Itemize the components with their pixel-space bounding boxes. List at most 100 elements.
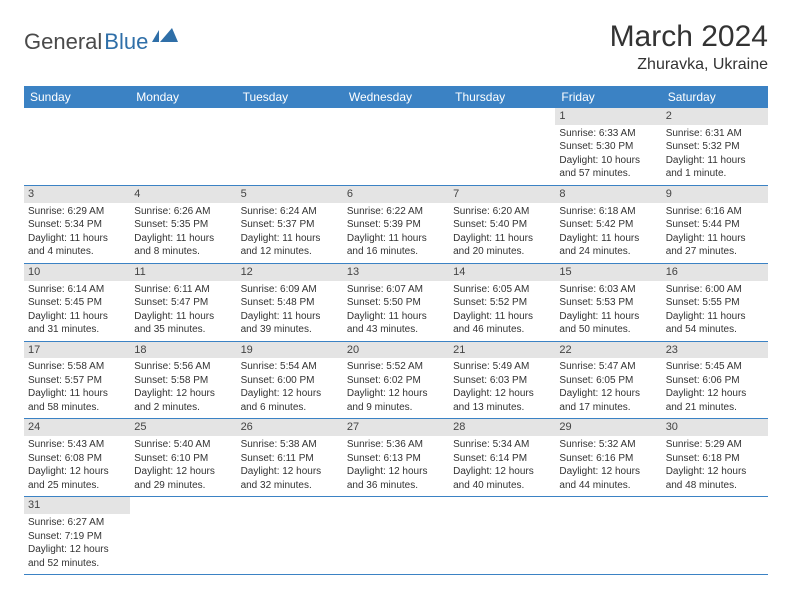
sunrise-line: Sunrise: 5:45 AM	[666, 360, 764, 374]
day-number: 24	[28, 421, 40, 433]
day-number: 12	[241, 266, 253, 278]
daylight-line-2: and 58 minutes.	[28, 401, 126, 415]
daylight-line-2: and 39 minutes.	[241, 323, 339, 337]
daylight-line-1: Daylight: 11 hours	[134, 310, 232, 324]
day-number: 28	[453, 421, 465, 433]
daylight-line-2: and 32 minutes.	[241, 479, 339, 493]
daylight-line-2: and 43 minutes.	[347, 323, 445, 337]
sunrise-line: Sunrise: 6:20 AM	[453, 205, 551, 219]
sunset-line: Sunset: 5:44 PM	[666, 218, 764, 232]
day-number: 25	[134, 421, 146, 433]
sunrise-line: Sunrise: 5:40 AM	[134, 438, 232, 452]
calendar-day-cell: 9Sunrise: 6:16 AMSunset: 5:44 PMDaylight…	[662, 185, 768, 263]
day-number-row: 20	[343, 342, 449, 359]
sunrise-line: Sunrise: 5:34 AM	[453, 438, 551, 452]
daylight-line-1: Daylight: 11 hours	[453, 232, 551, 246]
daylight-line-1: Daylight: 11 hours	[28, 310, 126, 324]
daylight-line-1: Daylight: 11 hours	[559, 232, 657, 246]
day-number: 30	[666, 421, 678, 433]
weekday-header: Tuesday	[237, 86, 343, 108]
day-number-row: 19	[237, 342, 343, 359]
sunrise-line: Sunrise: 6:33 AM	[559, 127, 657, 141]
daylight-line-2: and 12 minutes.	[241, 245, 339, 259]
day-number: 4	[134, 188, 140, 200]
sunset-line: Sunset: 6:10 PM	[134, 452, 232, 466]
day-number: 29	[559, 421, 571, 433]
daylight-line-2: and 57 minutes.	[559, 167, 657, 181]
day-number-row: 15	[555, 264, 661, 281]
sunrise-line: Sunrise: 5:38 AM	[241, 438, 339, 452]
day-number-row: 2	[662, 108, 768, 125]
sunrise-line: Sunrise: 5:58 AM	[28, 360, 126, 374]
daylight-line-2: and 44 minutes.	[559, 479, 657, 493]
calendar-day-cell: 3Sunrise: 6:29 AMSunset: 5:34 PMDaylight…	[24, 185, 130, 263]
daylight-line-1: Daylight: 12 hours	[559, 465, 657, 479]
day-number-row: 25	[130, 419, 236, 436]
daylight-line-1: Daylight: 12 hours	[28, 543, 126, 557]
day-number: 18	[134, 344, 146, 356]
daylight-line-1: Daylight: 12 hours	[453, 465, 551, 479]
location: Zhuravka, Ukraine	[610, 56, 768, 74]
day-number: 14	[453, 266, 465, 278]
sunset-line: Sunset: 6:16 PM	[559, 452, 657, 466]
daylight-line-1: Daylight: 11 hours	[453, 310, 551, 324]
sunset-line: Sunset: 5:47 PM	[134, 296, 232, 310]
calendar-day-cell: 11 Sunrise: 6:11 AMSunset: 5:47 PMDayligh…	[130, 263, 236, 341]
weekday-header: Sunday	[24, 86, 130, 108]
sunset-line: Sunset: 6:18 PM	[666, 452, 764, 466]
calendar-week-row: 10Sunrise: 6:14 AMSunset: 5:45 PMDayligh…	[24, 263, 768, 341]
calendar-day-cell: 15Sunrise: 6:03 AMSunset: 5:53 PMDayligh…	[555, 263, 661, 341]
sunrise-line: Sunrise: 6:14 AM	[28, 283, 126, 297]
daylight-line-2: and 29 minutes.	[134, 479, 232, 493]
day-number: 15	[559, 266, 571, 278]
sunrise-line: Sunrise: 6:26 AM	[134, 205, 232, 219]
day-number-row: 13	[343, 264, 449, 281]
day-number-row: 10	[24, 264, 130, 281]
daylight-line-1: Daylight: 12 hours	[666, 387, 764, 401]
sunrise-line: Sunrise: 5:36 AM	[347, 438, 445, 452]
daylight-line-1: Daylight: 11 hours	[559, 310, 657, 324]
calendar-day-cell: 14Sunrise: 6:05 AMSunset: 5:52 PMDayligh…	[449, 263, 555, 341]
sunrise-line: Sunrise: 6:29 AM	[28, 205, 126, 219]
calendar-day-cell: 17Sunrise: 5:58 AMSunset: 5:57 PMDayligh…	[24, 341, 130, 419]
calendar-day-cell: 21Sunrise: 5:49 AMSunset: 6:03 PMDayligh…	[449, 341, 555, 419]
sunrise-line: Sunrise: 6:00 AM	[666, 283, 764, 297]
daylight-line-1: Daylight: 11 hours	[347, 310, 445, 324]
weekday-header: Wednesday	[343, 86, 449, 108]
daylight-line-1: Daylight: 12 hours	[347, 387, 445, 401]
day-number-row: 1	[555, 108, 661, 125]
daylight-line-2: and 2 minutes.	[134, 401, 232, 415]
calendar-day-cell: 29Sunrise: 5:32 AMSunset: 6:16 PMDayligh…	[555, 419, 661, 497]
day-number-row: 23	[662, 342, 768, 359]
daylight-line-2: and 4 minutes.	[28, 245, 126, 259]
day-number: 26	[241, 421, 253, 433]
daylight-line-2: and 16 minutes.	[347, 245, 445, 259]
weekday-header: Saturday	[662, 86, 768, 108]
weekday-header: Monday	[130, 86, 236, 108]
day-number: 3	[28, 188, 34, 200]
logo-text-1: General	[24, 29, 102, 55]
sunset-line: Sunset: 5:53 PM	[559, 296, 657, 310]
calendar-day-cell: 19Sunrise: 5:54 AMSunset: 6:00 PMDayligh…	[237, 341, 343, 419]
day-number-row: 11	[130, 264, 236, 281]
calendar-week-row: 3Sunrise: 6:29 AMSunset: 5:34 PMDaylight…	[24, 185, 768, 263]
calendar-day-cell	[343, 497, 449, 575]
day-number: 9	[666, 188, 672, 200]
day-number: 22	[559, 344, 571, 356]
sunrise-line: Sunrise: 5:54 AM	[241, 360, 339, 374]
daylight-line-2: and 25 minutes.	[28, 479, 126, 493]
day-number-row: 14	[449, 264, 555, 281]
daylight-line-1: Daylight: 11 hours	[241, 310, 339, 324]
sunset-line: Sunset: 7:19 PM	[28, 530, 126, 544]
day-number: 11	[134, 266, 145, 278]
daylight-line-1: Daylight: 11 hours	[241, 232, 339, 246]
daylight-line-2: and 31 minutes.	[28, 323, 126, 337]
sunrise-line: Sunrise: 5:52 AM	[347, 360, 445, 374]
sunset-line: Sunset: 6:14 PM	[453, 452, 551, 466]
calendar-day-cell: 26Sunrise: 5:38 AMSunset: 6:11 PMDayligh…	[237, 419, 343, 497]
sunrise-line: Sunrise: 6:18 AM	[559, 205, 657, 219]
sunset-line: Sunset: 5:42 PM	[559, 218, 657, 232]
sunrise-line: Sunrise: 6:11 AM	[134, 283, 232, 297]
calendar-day-cell: 6Sunrise: 6:22 AMSunset: 5:39 PMDaylight…	[343, 185, 449, 263]
calendar-week-row: 24Sunrise: 5:43 AMSunset: 6:08 PMDayligh…	[24, 419, 768, 497]
